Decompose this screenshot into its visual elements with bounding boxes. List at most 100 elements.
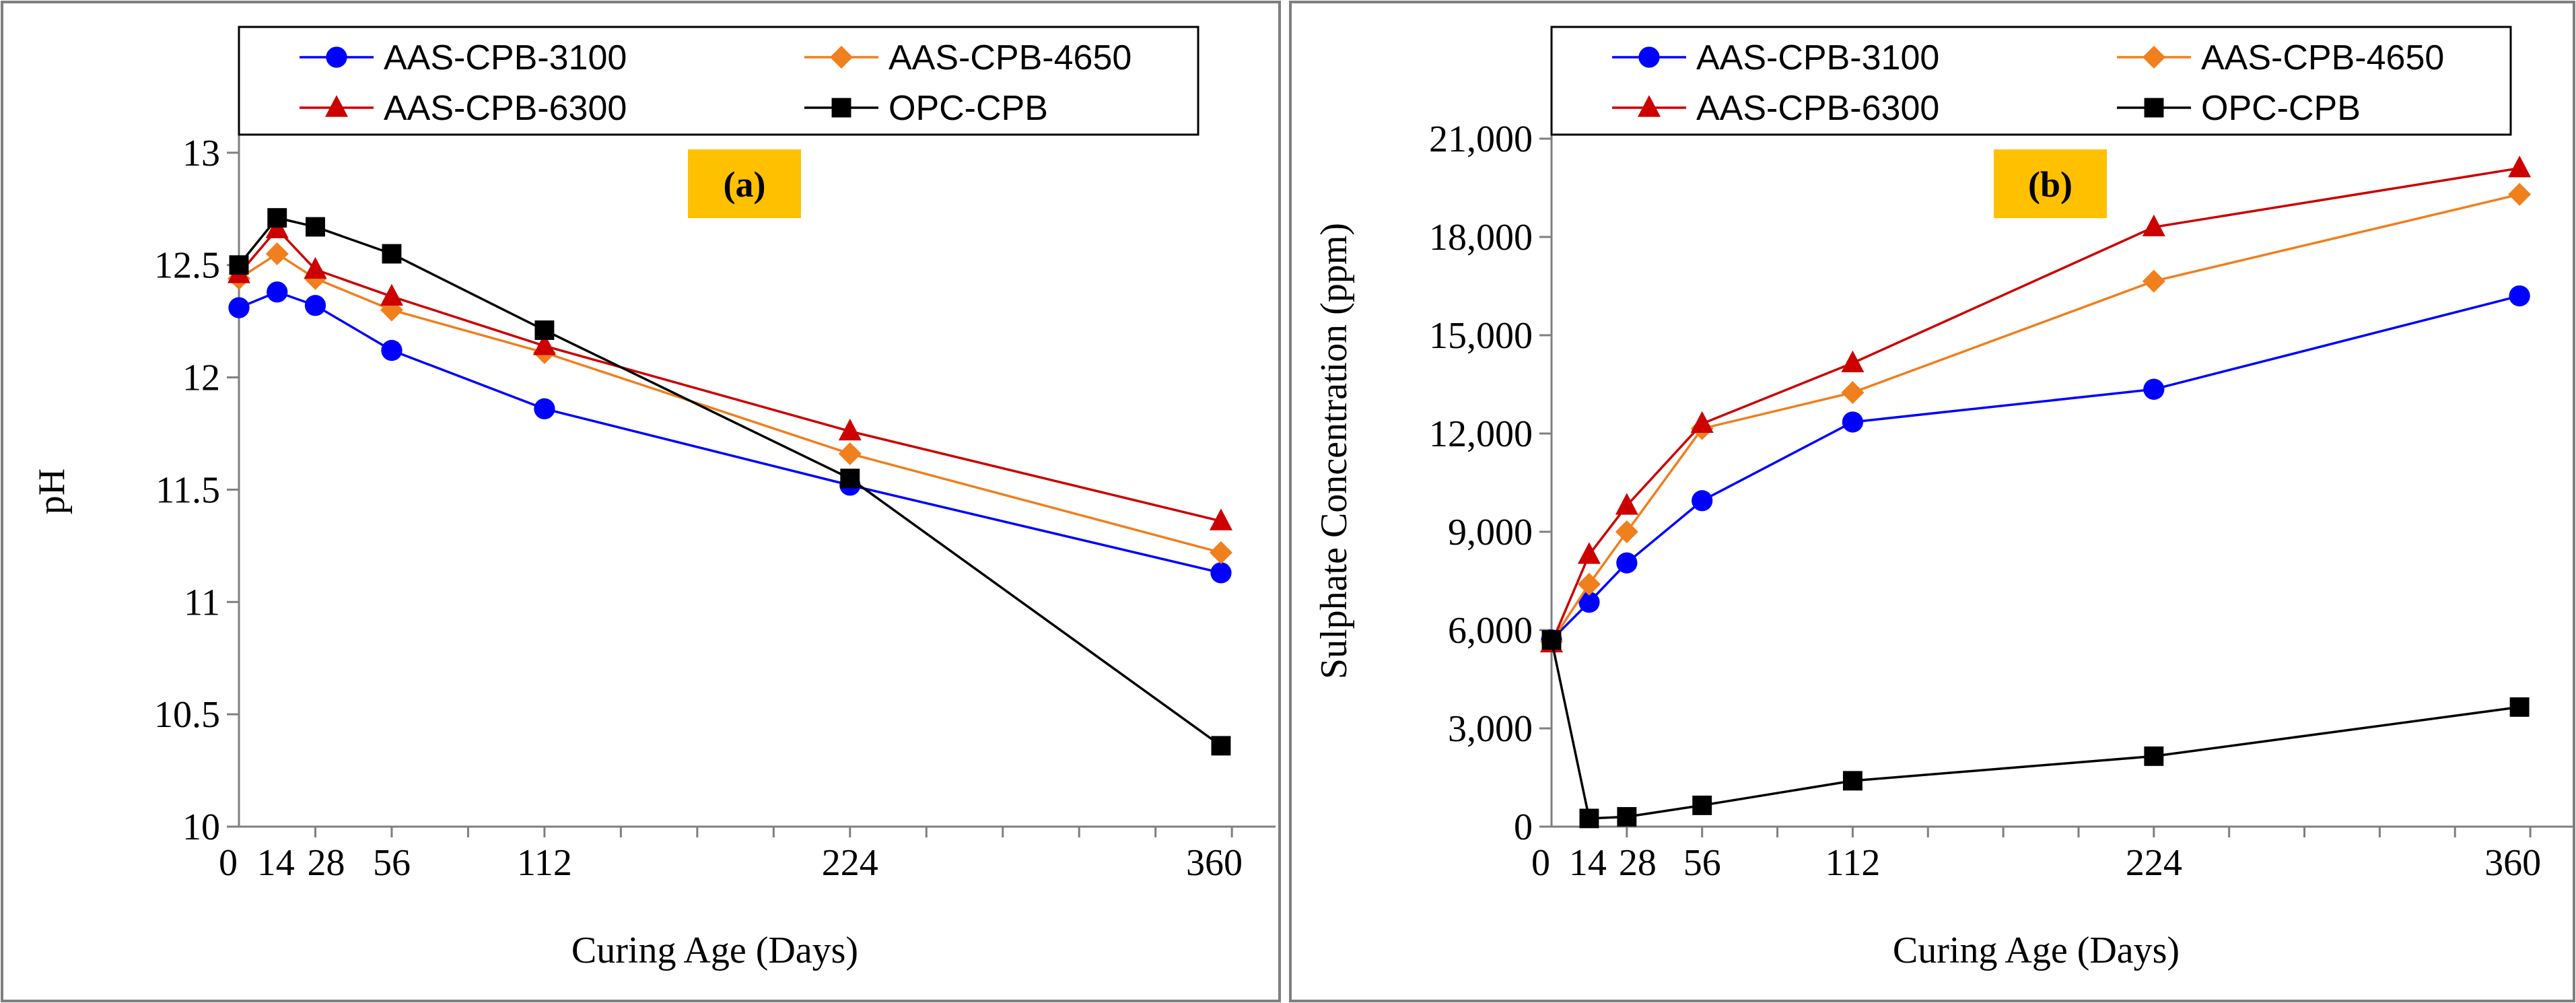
panel-b-point-opc-cpb bbox=[1579, 808, 1599, 829]
panel-a-point-aas-cpb-4650 bbox=[265, 242, 289, 266]
panel-a-x-tick-label: 56 bbox=[373, 842, 411, 884]
panel-b-legend-item-aas-cpb-3100: AAS-CPB-3100 bbox=[1612, 38, 1939, 77]
panel-b-point-aas-cpb-4650 bbox=[1615, 520, 1638, 543]
panel-a-point-aas-cpb-6300 bbox=[380, 283, 403, 306]
panel-b-x-tick-label: 112 bbox=[1825, 842, 1880, 884]
panel-b-point-aas-cpb-3100 bbox=[1842, 411, 1864, 433]
panel-b-point-opc-cpb bbox=[1541, 630, 1562, 650]
panel-a-legend-swatch-marker bbox=[325, 95, 348, 117]
panel-b-y-tick-label: 18,000 bbox=[1429, 217, 1533, 258]
panel-b-x-tick-label: 14 bbox=[1569, 842, 1607, 884]
panel-b-border bbox=[1289, 1, 2575, 1002]
panel-a-y-axis-title: pH bbox=[31, 469, 73, 514]
panel-a-legend-item-aas-cpb-3100: AAS-CPB-3100 bbox=[300, 38, 627, 77]
panel-a: 10 10.5 11 11.5 12 12.5 13 0 14 28 56 112 224 360 pH… bbox=[1, 1, 1281, 1002]
panel-b-y-tick-label: 9,000 bbox=[1448, 512, 1533, 553]
panel-a-x-tick-label: 28 bbox=[307, 842, 345, 884]
panel-a-x-tick-label: 14 bbox=[257, 842, 295, 884]
panel-b-x-tick-label: 56 bbox=[1683, 842, 1721, 884]
panel-b-point-aas-cpb-6300 bbox=[1690, 411, 1714, 433]
panel-a-legend-swatch-marker bbox=[830, 46, 853, 69]
panel-a-point-aas-cpb-3100 bbox=[228, 297, 250, 318]
panel-a-point-aas-cpb-6300 bbox=[304, 256, 327, 279]
panel-b-y-tick-label: 0 bbox=[1514, 806, 1533, 848]
panel-b-point-opc-cpb bbox=[1617, 806, 1637, 827]
panel-b-point-aas-cpb-3100 bbox=[1578, 591, 1600, 613]
panel-b-point-opc-cpb bbox=[2509, 697, 2530, 717]
panel-b-y-tick-label: 15,000 bbox=[1429, 315, 1533, 357]
panel-b-legend-item-aas-cpb-6300: AAS-CPB-6300 bbox=[1612, 89, 1939, 128]
panel-a-point-opc-cpb bbox=[267, 208, 287, 228]
panel-b-point-aas-cpb-4650 bbox=[2142, 269, 2165, 293]
panel-a-y-tick-label: 10 bbox=[182, 806, 220, 848]
panel-b-legend-label: OPC-CPB bbox=[2201, 89, 2361, 128]
panel-b-legend-item-aas-cpb-4650: AAS-CPB-4650 bbox=[2117, 38, 2444, 77]
panel-b-point-opc-cpb bbox=[1692, 795, 1712, 815]
panel-b-legend-label: AAS-CPB-4650 bbox=[2201, 38, 2444, 77]
panel-b-point-aas-cpb-6300 bbox=[1841, 350, 1865, 372]
panel-b-y-tick-label: 21,000 bbox=[1429, 118, 1533, 160]
panel-a-x-tick-label: 224 bbox=[822, 842, 878, 884]
panel-b-point-aas-cpb-4650 bbox=[1577, 572, 1601, 596]
panel-a-legend-swatch-marker bbox=[831, 98, 851, 118]
panel-b-legend-box bbox=[1550, 26, 2512, 136]
panel-a-x-axis-title: Curing Age (Days) bbox=[571, 930, 858, 971]
panel-a-legend-label: OPC-CPB bbox=[889, 89, 1048, 128]
panel-a-point-aas-cpb-3100 bbox=[267, 281, 288, 303]
panel-a-point-aas-cpb-3100 bbox=[381, 339, 403, 361]
panel-b-series-opc-cpb bbox=[1541, 630, 2530, 829]
panel-b-point-aas-cpb-3100 bbox=[2143, 378, 2165, 400]
panel-a-series-aas-cpb-6300 bbox=[228, 216, 1232, 530]
panel-a-point-aas-cpb-4650 bbox=[838, 442, 862, 466]
panel-a-x-tick-label: 360 bbox=[1186, 842, 1243, 884]
panel-a-y-tick-label: 11.5 bbox=[155, 469, 220, 511]
panel-a-y-tick-label: 10.5 bbox=[154, 694, 220, 736]
panel-b-x-tick-label: 360 bbox=[2484, 842, 2541, 884]
panel-a-tag-label: (a) bbox=[724, 164, 766, 205]
panel-a-legend-label: AAS-CPB-6300 bbox=[384, 89, 627, 128]
panel-a-point-opc-cpb bbox=[382, 244, 402, 264]
panel-b-y-tick-label: 6,000 bbox=[1448, 610, 1533, 652]
panel-a-y-tick-label: 13 bbox=[182, 133, 220, 174]
panel-b-x-tick-label: 0 bbox=[1531, 842, 1550, 884]
panel-b-legend-item-opc-cpb: OPC-CPB bbox=[2117, 89, 2361, 128]
panel-b-point-aas-cpb-3100 bbox=[2509, 285, 2530, 307]
panel-a-legend-swatch-marker bbox=[326, 46, 347, 68]
panel-b-point-opc-cpb bbox=[2144, 746, 2164, 766]
panel-a-point-aas-cpb-3100 bbox=[304, 295, 326, 316]
panel-b-y-tick-label: 3,000 bbox=[1448, 708, 1533, 750]
panel-b-point-aas-cpb-4650 bbox=[2508, 182, 2532, 206]
panel-a-point-aas-cpb-3100 bbox=[534, 398, 555, 419]
panel-b-point-aas-cpb-3100 bbox=[1692, 490, 1713, 512]
panel-b-legend-label: AAS-CPB-6300 bbox=[1696, 89, 1939, 128]
panel-a-y-tick-label: 12.5 bbox=[154, 245, 220, 287]
panel-a-point-opc-cpb bbox=[306, 217, 325, 237]
panel-b-point-aas-cpb-6300 bbox=[2142, 214, 2165, 236]
panel-a-legend-label: AAS-CPB-3100 bbox=[384, 38, 627, 77]
panel-a-point-opc-cpb bbox=[840, 469, 860, 489]
panel-a-legend-item-aas-cpb-6300: AAS-CPB-6300 bbox=[300, 89, 627, 128]
panel-a-point-aas-cpb-4650 bbox=[1209, 541, 1232, 564]
panel-b-tag-box bbox=[1994, 149, 2107, 218]
panel-b-tag-label: (b) bbox=[2028, 164, 2073, 205]
panel-b-x-tick-label: 28 bbox=[1619, 842, 1657, 884]
panel-a-point-aas-cpb-6300 bbox=[1209, 508, 1232, 530]
panel-b-point-aas-cpb-6300 bbox=[1615, 493, 1638, 515]
panel-b: 0 3,000 6,000 9,000 12,000 15,000 18,000 21,000… bbox=[1289, 1, 2575, 1002]
panel-b-y-tick-label: 12,000 bbox=[1429, 413, 1533, 455]
panel-a-y-tick-label: 12 bbox=[182, 357, 220, 399]
panel-b-x-tick-label: 224 bbox=[2126, 842, 2182, 884]
panel-b-legend-label: AAS-CPB-3100 bbox=[1696, 38, 1939, 77]
panel-a-legend-item-opc-cpb: OPC-CPB bbox=[804, 89, 1048, 128]
panel-b-point-aas-cpb-6300 bbox=[2508, 155, 2532, 178]
panel-b-legend-swatch-marker bbox=[2143, 46, 2165, 69]
panel-a-point-opc-cpb bbox=[534, 320, 555, 340]
panel-a-point-aas-cpb-3100 bbox=[1210, 562, 1232, 584]
panel-b-legend-swatch-marker bbox=[1638, 95, 1661, 117]
panel-a-point-aas-cpb-6300 bbox=[532, 333, 556, 355]
panel-a-legend-box bbox=[238, 26, 1199, 136]
panel-a-y-tick-label: 11 bbox=[184, 582, 220, 623]
panel-a-tag-box bbox=[688, 149, 801, 218]
panel-a-legend: AAS-CPB-3100 AAS-CPB-4650 AAS-CPB-6300 OPC-… bbox=[238, 26, 1199, 136]
